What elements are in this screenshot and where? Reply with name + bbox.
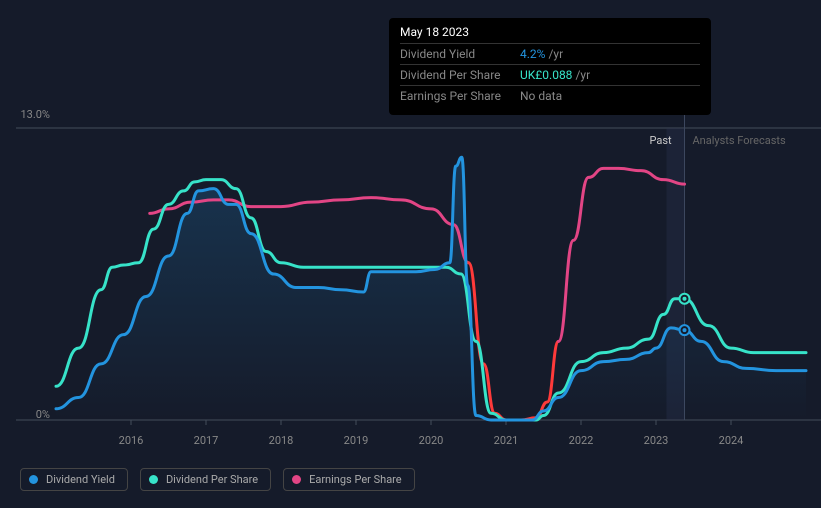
legend-item-label: Earnings Per Share [309, 473, 402, 486]
x-axis-label: 2017 [194, 434, 219, 447]
x-axis-label: 2024 [719, 434, 744, 447]
tooltip-row-label: Dividend Yield [400, 47, 520, 61]
x-axis-label: 2019 [344, 434, 369, 447]
legend-item[interactable]: Earnings Per Share [283, 468, 415, 491]
chart-tooltip: May 18 2023 Dividend Yield4.2%/yrDividen… [389, 18, 711, 115]
x-axis-label: 2020 [419, 434, 444, 447]
x-axis-label: 2023 [644, 434, 669, 447]
legend-item-label: Dividend Per Share [166, 473, 258, 486]
tooltip-row-value: 4.2%/yr [520, 47, 700, 61]
chart-legend: Dividend Yield Dividend Per Share Earnings… [20, 468, 415, 491]
tooltip-row-value: UK£0.088/yr [520, 68, 700, 82]
x-axis-label: 2021 [494, 434, 519, 447]
tooltip-row: Earnings Per ShareNo data [400, 85, 700, 106]
legend-dot-icon [292, 475, 301, 484]
legend-item-label: Dividend Yield [46, 473, 115, 486]
tooltip-row-value: No data [520, 89, 700, 103]
x-axis-label: 2016 [119, 434, 144, 447]
tooltip-row: Dividend Per ShareUK£0.088/yr [400, 64, 700, 85]
x-axis-label: 2022 [569, 434, 594, 447]
legend-item[interactable]: Dividend Yield [20, 468, 128, 491]
tooltip-row-label: Earnings Per Share [400, 89, 520, 103]
past-zone-label: Past [650, 134, 672, 147]
legend-item[interactable]: Dividend Per Share [140, 468, 271, 491]
tooltip-row: Dividend Yield4.2%/yr [400, 43, 700, 64]
chart-wrapper: 13.0% 0% 2016 2017 2018 2019 2020 2021 2022 2023… [0, 0, 821, 508]
x-axis-label: 2018 [269, 434, 294, 447]
legend-dot-icon [29, 475, 38, 484]
legend-dot-icon [149, 475, 158, 484]
forecast-zone-label: Analysts Forecasts [693, 134, 786, 147]
tooltip-date: May 18 2023 [400, 25, 700, 39]
y-axis-label: 0% [0, 408, 50, 421]
y-axis-label: 13.0% [0, 108, 50, 121]
tooltip-row-label: Dividend Per Share [400, 68, 520, 82]
